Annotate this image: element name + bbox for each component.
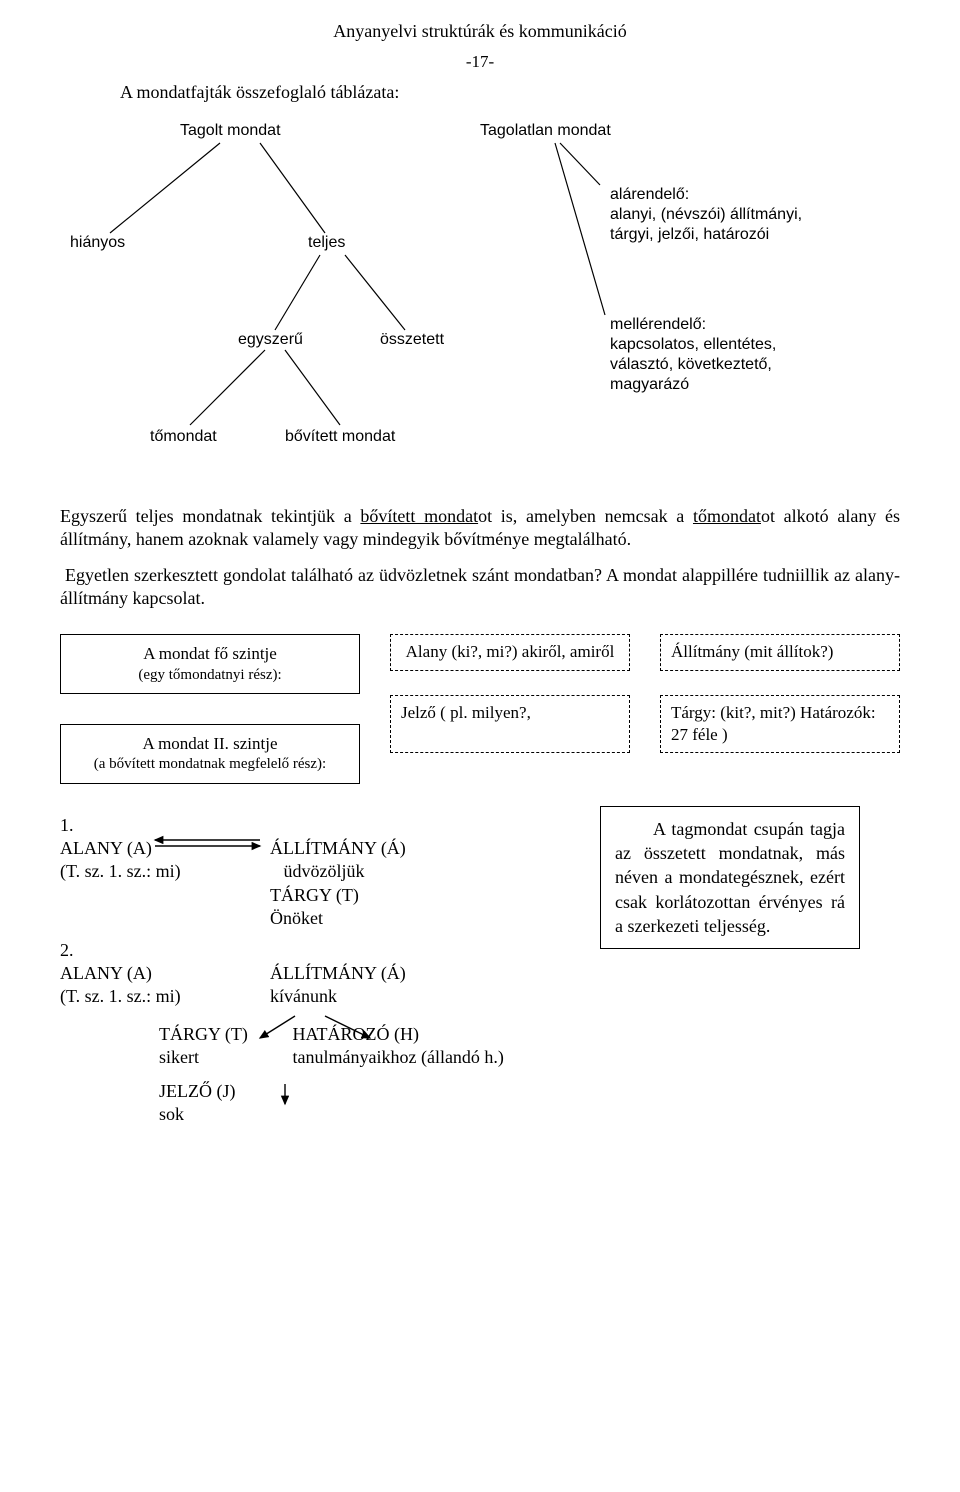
example-section: 1. ALANY (A) ÁLLÍTMÁNY (Á) (T. sz. 1. sz… [60, 806, 900, 1127]
mellerendelo-head: mellérendelő: [610, 316, 706, 333]
tree-node-alarendelo: alárendelő: alanyi, (névszói) állítmányi… [610, 185, 810, 245]
ex-num-2: 2. [60, 939, 560, 962]
box-targy-hat: Tárgy: (kit?, mit?) Határozók: 27 féle ) [660, 695, 900, 753]
ex1-allitm-label: ÁLLÍTMÁNY (Á) [270, 838, 406, 858]
ex2-targy-label: TÁRGY (T) [159, 1024, 248, 1044]
box-second-level-l2: (a bővített mondatnak megfelelő rész): [73, 755, 347, 775]
p1-mid: ot is, amelyben nemcsak a [478, 506, 693, 526]
tree-node-tagolatlan: Tagolatlan mondat [480, 121, 611, 142]
tree-node-tomondat: tőmondat [150, 427, 217, 448]
callout-box: A tagmondat csupán tagja az összetett mo… [600, 806, 860, 949]
p1-u1: bővített mondat [360, 506, 478, 526]
box-second-level-l1: A mondat II. szintje [73, 733, 347, 755]
doc-title: Anyanyelvi struktúrák és kommunikáció [60, 20, 900, 43]
ex1-alany-sub: (T. sz. 1. sz.: mi) [60, 861, 181, 881]
ex2-jelzo-label: JELZŐ (J) [159, 1081, 235, 1101]
paragraph-1: Egyszerű teljes mondatnak tekintjük a bő… [60, 505, 900, 552]
alarendelo-body: alanyi, (névszói) állítmányi, tárgyi, je… [610, 206, 802, 243]
p1-pre: Egyszerű teljes mondatnak tekintjük a [60, 506, 360, 526]
ex1-targy-label: TÁRGY (T) [270, 885, 359, 905]
mellerendelo-body: kapcsolatos, ellentétes, választó, követ… [610, 336, 776, 393]
ex1-allitm-val: üdvözöljük [284, 861, 365, 881]
ex2-alany-label: ALANY (A) [60, 963, 152, 983]
ex-num-1: 1. [60, 814, 560, 837]
tree-node-mellerendelo: mellérendelő: kapcsolatos, ellentétes, v… [610, 315, 790, 395]
example-left: 1. ALANY (A) ÁLLÍTMÁNY (Á) (T. sz. 1. sz… [60, 806, 560, 1127]
box-second-level: A mondat II. szintje (a bővített mondatn… [60, 724, 360, 784]
ex2-hat-val: tanulmányaikhoz (állandó h.) [293, 1047, 504, 1067]
box-jelzo: Jelző ( pl. milyen?, [390, 695, 630, 753]
ex2-alany-sub: (T. sz. 1. sz.: mi) [60, 986, 181, 1006]
box-allitmany: Állítmány (mit állítok?) [660, 634, 900, 670]
p1-u2: tőmondat [693, 506, 761, 526]
ex1-targy-val: Önöket [270, 908, 323, 928]
sentence-type-tree: Tagolt mondat Tagolatlan mondat hiányos … [60, 115, 900, 485]
ex2-jelzo-val: sok [159, 1104, 184, 1124]
alarendelo-head: alárendelő: [610, 186, 689, 203]
tree-node-tagolt: Tagolt mondat [180, 121, 281, 142]
box-main-level-l2: (egy tőmondatnyi rész): [73, 666, 347, 686]
ex2-targy-val: sikert [159, 1047, 199, 1067]
ex2-allitm-label: ÁLLÍTMÁNY (Á) [270, 963, 406, 983]
callout-box-wrap: A tagmondat csupán tagja az összetett mo… [600, 806, 860, 1127]
box-main-level: A mondat fő szintje (egy tőmondatnyi rés… [60, 634, 360, 694]
ex2-allitm-val: kívánunk [270, 986, 337, 1006]
ex2-hat-label: HATÁROZÓ (H) [293, 1024, 419, 1044]
tree-node-osszetett: összetett [380, 330, 444, 351]
box-main-level-l1: A mondat fő szintje [73, 643, 347, 665]
tree-node-egyszeru: egyszerű [238, 330, 303, 351]
tree-node-hianyos: hiányos [70, 233, 125, 254]
ex1-alany-label: ALANY (A) [60, 838, 152, 858]
page-number: -17- [60, 51, 900, 73]
paragraph-2: Egyetlen szerkesztett gondolat található… [60, 564, 900, 611]
level-boxes: A mondat fő szintje (egy tőmondatnyi rés… [60, 634, 900, 783]
tree-node-bovitett: bővített mondat [285, 427, 395, 448]
tree-node-teljes: teljes [308, 233, 345, 254]
subtitle: A mondatfajták összefoglaló táblázata: [120, 81, 900, 104]
box-alany: Alany (ki?, mi?) akiről, amiről [390, 634, 630, 670]
